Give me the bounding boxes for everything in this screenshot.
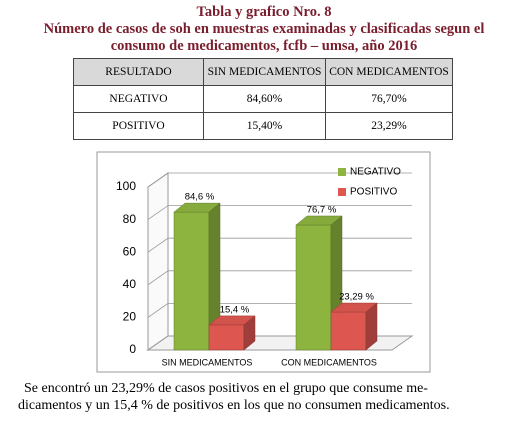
legend-label: POSITIVO	[350, 187, 397, 198]
legend-label: NEGATIVO	[350, 167, 401, 178]
cell: NEGATIVO	[73, 85, 204, 113]
y-tick-label: 100	[116, 179, 136, 193]
cell: 23,29%	[325, 112, 453, 140]
value-label: 15,4 %	[220, 304, 250, 315]
paragraph: Se encontró un 23,29% de casos positivos…	[24, 381, 428, 396]
title: consumo de medicamentos, fcfb – umsa, añ…	[110, 38, 418, 54]
grid-line	[147, 205, 412, 220]
value-label: 23,29 %	[339, 292, 374, 303]
header-cell: CON MEDICAMENTOS	[325, 58, 453, 86]
cell: 15,40%	[203, 112, 326, 140]
table: RESULTADO SIN MEDICAMENTOS CON MEDICAMEN…	[73, 58, 453, 140]
title: Tabla y grafico Nro. 8	[196, 4, 332, 20]
value-label: 84,6 %	[185, 192, 215, 203]
paragraph: dicamentos y un 15,4 % de positivos en l…	[18, 398, 450, 413]
bar-side	[365, 302, 378, 351]
back-wall	[147, 172, 169, 351]
grid-line	[147, 172, 412, 188]
y-tick-label: 0	[129, 342, 136, 356]
title: Número de casos de soh en muestras exami…	[43, 21, 485, 37]
legend-swatch	[338, 168, 346, 176]
bar-side	[243, 315, 256, 351]
header-cell: RESULTADO	[73, 58, 204, 86]
x-tick-label: SIN MEDICAMENTOS	[162, 357, 253, 367]
bar	[173, 211, 210, 351]
legend-swatch	[338, 188, 346, 196]
y-tick-label: 20	[123, 310, 137, 324]
y-tick-label: 60	[123, 244, 137, 258]
x-tick-label: CON MEDICAMENTOS	[281, 357, 377, 367]
value-label: 76,7 %	[307, 204, 337, 215]
y-tick-label: 80	[123, 212, 137, 226]
bar	[208, 324, 245, 351]
bar	[295, 224, 332, 351]
bar	[330, 311, 367, 351]
y-tick-label: 40	[123, 277, 137, 291]
